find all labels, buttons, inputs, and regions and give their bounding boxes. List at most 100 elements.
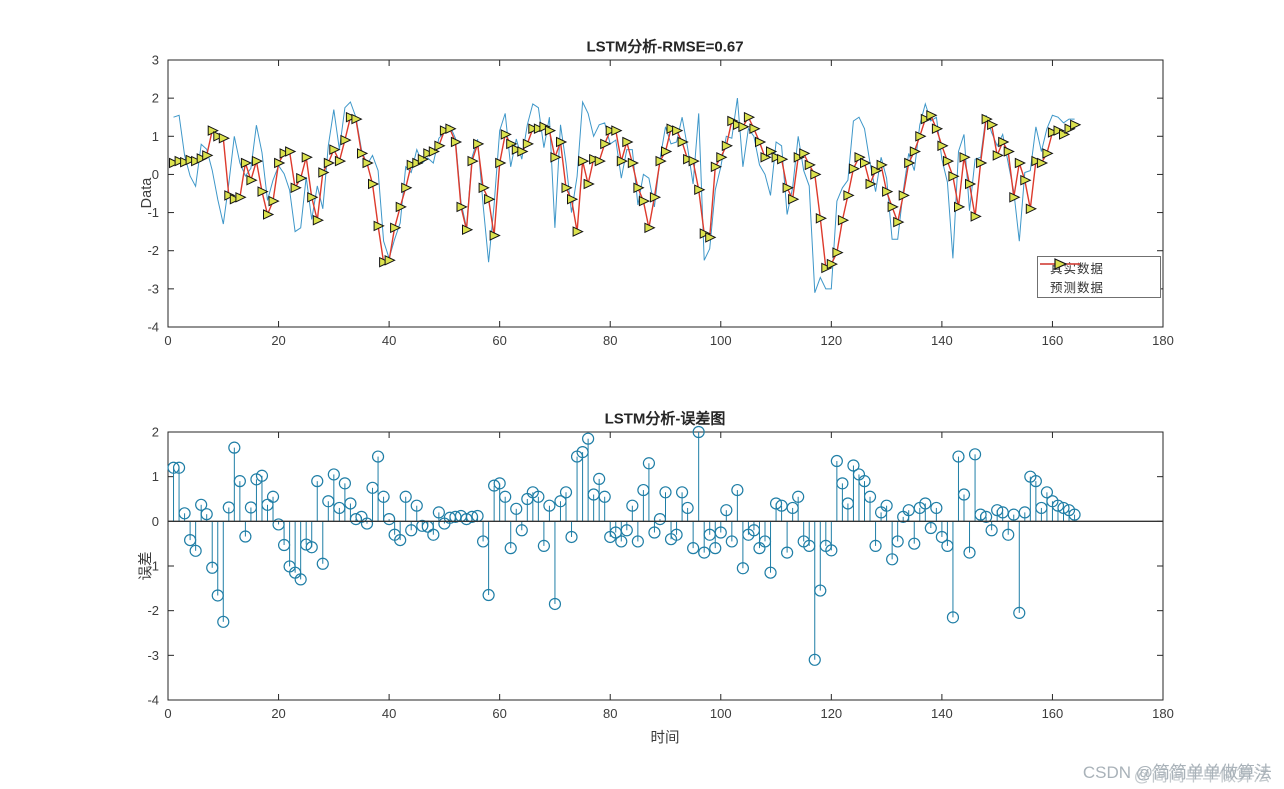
- error-stem-marker-circle-icon: [228, 441, 241, 454]
- predicted-marker-right-triangle-icon: [611, 125, 623, 136]
- error-stem-marker-circle-icon: [233, 475, 246, 488]
- error-stem-marker-circle-icon: [189, 544, 202, 557]
- error-stem-marker-circle-icon: [504, 542, 517, 555]
- predicted-marker-right-triangle-icon: [832, 247, 844, 258]
- predicted-marker-right-triangle-icon: [937, 140, 949, 152]
- legend[interactable]: 真实数据 预测数据: [1037, 256, 1161, 298]
- predicted-marker-right-triangle-icon: [445, 123, 457, 134]
- error-stem-marker-circle-icon: [720, 504, 733, 517]
- error-stem-marker-circle-icon: [736, 562, 749, 575]
- predicted-marker-right-triangle-icon: [224, 190, 236, 201]
- predicted-marker-right-triangle-icon: [661, 146, 673, 157]
- x-tick-label: 0: [164, 333, 171, 348]
- error-stem-marker-circle-icon: [305, 541, 318, 554]
- predicted-marker-right-triangle-icon: [688, 155, 700, 167]
- predicted-marker-right-triangle-icon: [843, 190, 855, 201]
- predicted-marker-right-triangle-icon: [301, 152, 313, 163]
- x-tick-label: 60: [492, 706, 506, 721]
- x-tick-label: 40: [382, 333, 396, 348]
- predicted-marker-right-triangle-icon: [169, 157, 181, 169]
- predicted-marker-right-triangle-icon: [517, 146, 529, 157]
- predicted-marker-right-triangle-icon: [760, 152, 772, 163]
- predicted-marker-right-triangle-icon: [732, 119, 745, 131]
- predicted-marker-right-triangle-icon: [307, 192, 319, 203]
- y-tick-label: -1: [147, 559, 159, 574]
- predicted-marker-right-triangle-icon: [572, 226, 584, 237]
- error-stem-marker-circle-icon: [294, 573, 307, 586]
- error-stem-marker-circle-icon: [698, 546, 711, 559]
- error-stem-marker-circle-icon: [924, 521, 937, 535]
- predicted-marker-right-triangle-icon: [1025, 203, 1037, 215]
- error-stem-marker-circle-icon: [769, 497, 783, 510]
- error-stem-marker-circle-icon: [687, 542, 700, 555]
- predicted-marker-right-triangle-icon: [268, 195, 280, 207]
- error-stem-marker-circle-icon: [830, 454, 843, 468]
- predicted-marker-right-triangle-icon: [251, 155, 264, 167]
- predicted-marker-right-triangle-icon: [434, 140, 446, 152]
- predicted-marker-right-triangle-icon: [716, 152, 728, 163]
- error-stem-marker-circle-icon: [681, 501, 694, 515]
- predicted-marker-right-triangle-icon: [423, 148, 435, 159]
- predicted-marker-right-triangle-icon: [550, 152, 562, 163]
- predicted-marker-right-triangle-icon: [406, 159, 418, 171]
- predicted-marker-right-triangle-icon: [710, 161, 722, 173]
- watermark-ghost-text: @简简单单做算法: [1133, 766, 1270, 785]
- error-stem-marker-circle-icon: [963, 546, 976, 559]
- error-stem-marker-circle-icon: [957, 488, 971, 501]
- predicted-marker-right-triangle-icon: [395, 201, 407, 213]
- error-stem-marker-circle-icon: [836, 477, 849, 490]
- predicted-marker-right-triangle-icon: [556, 136, 568, 148]
- predicted-marker-right-triangle-icon: [351, 113, 363, 125]
- x-tick-label: 140: [931, 333, 953, 348]
- error-stem-marker-circle-icon: [946, 611, 960, 624]
- error-stem-marker-circle-icon: [410, 499, 423, 512]
- error-stem-marker-circle-icon: [499, 490, 512, 503]
- x-tick-label: 140: [931, 706, 953, 721]
- predicted-marker-right-triangle-icon: [401, 182, 413, 194]
- predicted-marker-right-triangle-icon: [738, 121, 750, 133]
- y-tick-label: 1: [152, 469, 159, 484]
- error-stem-marker-circle-icon: [825, 544, 838, 557]
- error-stem-marker-circle-icon: [178, 507, 191, 520]
- predicted-marker-right-triangle-icon: [583, 178, 595, 190]
- predicted-marker-right-triangle-icon: [815, 213, 827, 224]
- legend-label-predicted: 预测数据: [1050, 281, 1105, 295]
- y-tick-label: -3: [147, 281, 159, 296]
- error-stem-marker-circle-icon: [1051, 499, 1065, 512]
- real-series-line: [173, 98, 1075, 293]
- predicted-marker-right-triangle-icon: [649, 192, 662, 203]
- predicted-series-markers: [169, 110, 1082, 274]
- predicted-marker-right-triangle-icon: [970, 211, 982, 222]
- error-stem-marker-circle-icon: [582, 432, 595, 445]
- predicted-marker-right-triangle-icon: [373, 220, 385, 232]
- predicted-marker-right-triangle-icon: [196, 153, 208, 164]
- x-tick-label: 80: [603, 333, 617, 348]
- predicted-marker-right-triangle-icon: [887, 201, 899, 213]
- predicted-marker-right-triangle-icon: [417, 153, 429, 165]
- predicted-marker-right-triangle-icon: [848, 163, 861, 174]
- predicted-marker-right-triangle-icon: [743, 111, 756, 123]
- predicted-marker-right-triangle-icon: [672, 125, 684, 136]
- error-stem-marker-circle-icon: [399, 490, 412, 503]
- error-stem-marker-circle-icon: [974, 508, 987, 521]
- predicted-marker-right-triangle-icon: [1064, 123, 1076, 134]
- predicted-marker-right-triangle-icon: [345, 111, 358, 123]
- predicted-marker-right-triangle-icon: [329, 144, 341, 155]
- error-stem-marker-circle-icon: [255, 469, 269, 482]
- x-tick-label: 100: [710, 333, 732, 348]
- error-stem-marker-circle-icon: [311, 475, 324, 488]
- error-stem-marker-circle-icon: [670, 528, 683, 541]
- legend-item-predicted: 预测数据: [1038, 258, 1160, 295]
- predicted-marker-right-triangle-icon: [318, 167, 330, 178]
- predicted-marker-right-triangle-icon: [439, 125, 452, 136]
- predicted-marker-right-triangle-icon: [533, 123, 546, 134]
- bottom-x-axis-label: 时间: [650, 730, 680, 747]
- x-tick-label: 120: [820, 706, 842, 721]
- error-stem-marker-circle-icon: [427, 528, 440, 541]
- predicted-marker-right-triangle-icon: [959, 152, 971, 163]
- predicted-marker-right-triangle-icon: [871, 165, 883, 176]
- error-stem-marker-circle-icon: [559, 486, 573, 499]
- predicted-marker-right-triangle-icon: [942, 155, 955, 167]
- predicted-marker-right-triangle-icon: [296, 172, 308, 184]
